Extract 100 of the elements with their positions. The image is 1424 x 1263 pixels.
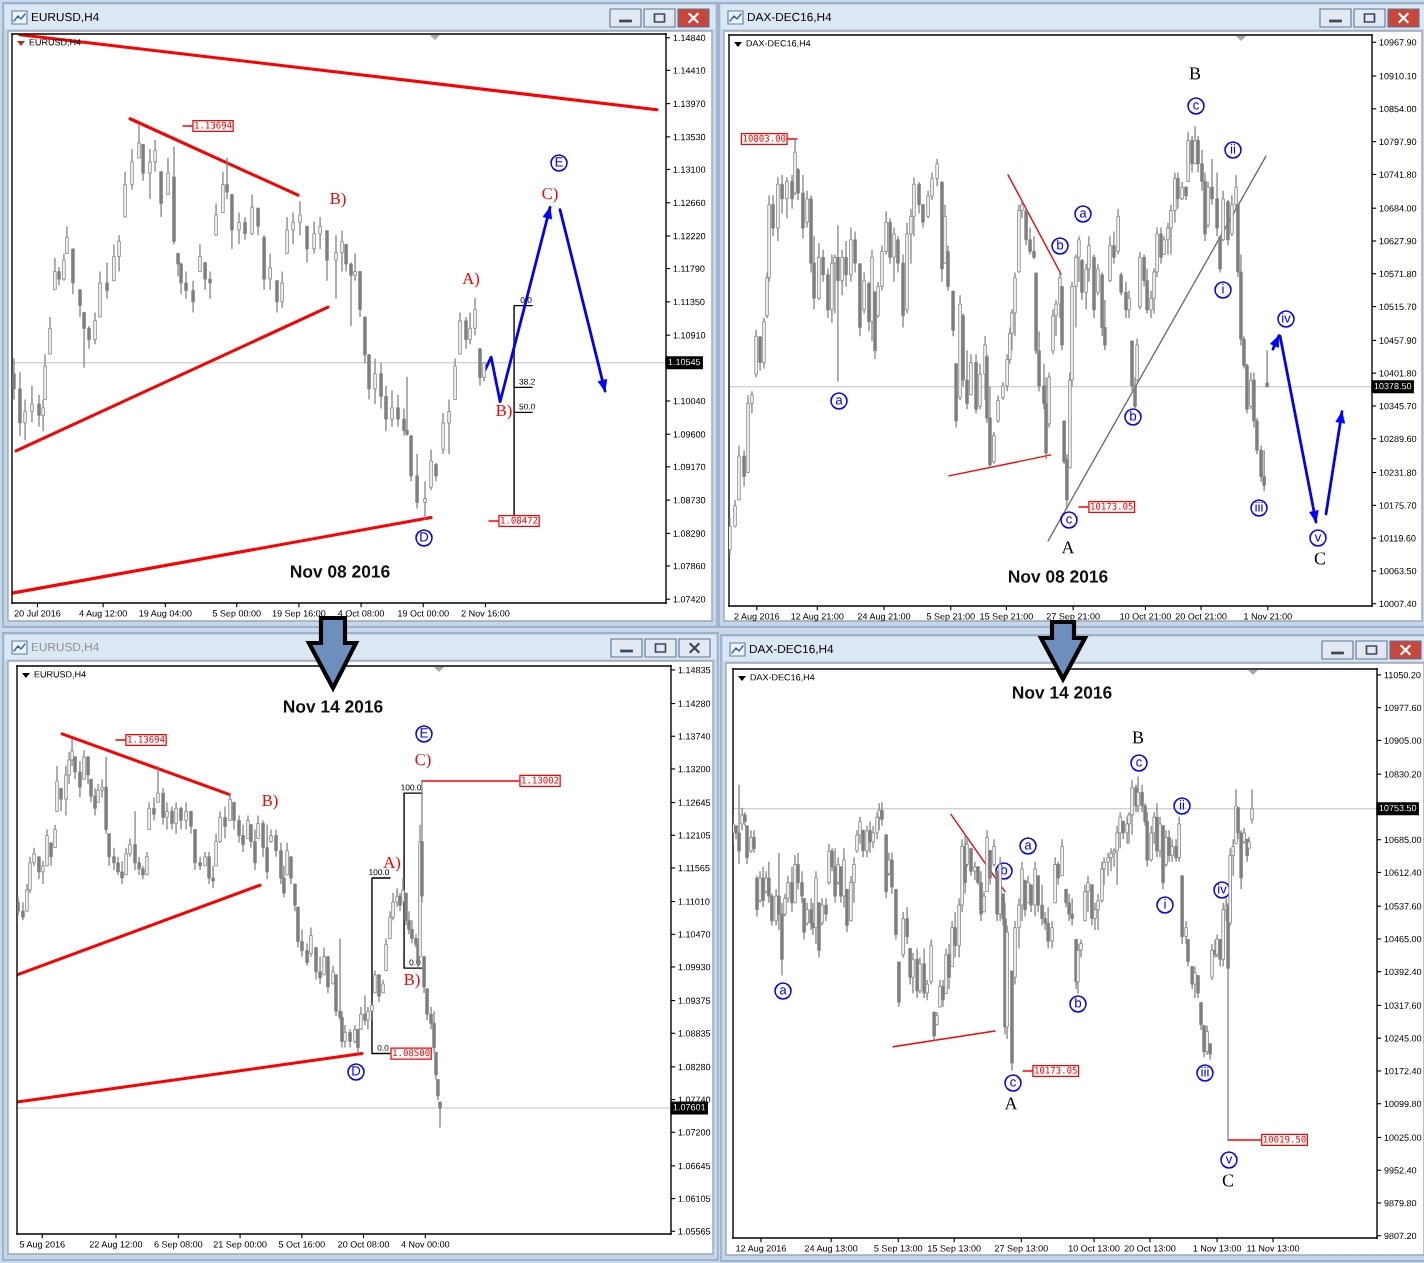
x-tick-label: 11 Nov 13:00: [1247, 1245, 1300, 1252]
x-tick-label: 5 Sep 13:00: [874, 1245, 923, 1254]
x-tick-label: 12 Aug 21:00: [791, 613, 844, 622]
candlestick: [318, 216, 322, 250]
y-tick-label: 1.08730: [673, 497, 706, 504]
candlestick: [268, 252, 272, 291]
x-tick-label: 4 Nov 00:00: [401, 1241, 450, 1248]
y-tick-label: 10245.00: [1384, 1035, 1422, 1042]
candlestick: [373, 357, 377, 405]
y-tick-label: 10099.80: [1384, 1100, 1422, 1108]
candlestick: [1070, 897, 1074, 927]
candlestick: [396, 394, 400, 428]
x-tick-label: 1 Nov 21:00: [1244, 613, 1292, 620]
y-tick-label: 1.10470: [678, 931, 711, 938]
x-tick-label: 10 Oct 21:00: [1120, 613, 1171, 620]
annotation: iv: [1218, 883, 1227, 894]
y-tick-label: 10119.60: [1379, 535, 1416, 542]
candlestick: [166, 157, 170, 196]
x-tick-label: 20 Jul 2016: [14, 609, 61, 617]
y-tick-label: 1.07420: [673, 596, 706, 603]
annotation: DAX-DEC16,H4: [746, 40, 811, 48]
y-tick-label: 11050.20: [1384, 671, 1421, 679]
ref-line-label: 10378.50: [1374, 382, 1412, 390]
annotation: 1.13694: [128, 735, 165, 743]
annotation: 1.08472: [501, 516, 538, 524]
y-tick-label: 10172.40: [1384, 1067, 1422, 1075]
annotation: b: [1001, 864, 1008, 875]
annotation: B: [1189, 67, 1201, 80]
annotation: A): [383, 856, 401, 872]
candlestick: [298, 200, 302, 236]
candlestick: [130, 148, 134, 191]
y-tick-label: 10910.10: [1379, 73, 1417, 80]
y-tick-label: 1.13530: [673, 133, 706, 141]
annotation: i: [1222, 283, 1224, 294]
y-tick-label: 1.11350: [673, 298, 705, 306]
annotation: c: [1193, 102, 1199, 110]
y-tick-label: 1.08280: [678, 1063, 711, 1071]
ref-line-label: 10753.50: [1379, 804, 1417, 812]
candlestick: [30, 385, 34, 423]
y-tick-label: 1.05565: [678, 1228, 711, 1235]
annotation: 0.0: [377, 1044, 389, 1051]
x-tick-label: 15 Sep 21:00: [980, 613, 1033, 622]
x-tick-label: 12 Aug 2016: [736, 1245, 786, 1254]
x-tick-label: 24 Aug 13:00: [804, 1245, 858, 1254]
y-tick-label: 10684.00: [1379, 205, 1417, 212]
candlestick: [1262, 449, 1266, 492]
y-tick-label: 10685.00: [1384, 836, 1422, 844]
y-tick-label: 1.10040: [673, 397, 706, 405]
candlestick: [752, 829, 756, 854]
y-tick-label: 1.09375: [678, 997, 711, 1004]
annotation: 10803.00: [743, 134, 786, 142]
candlestick: [1167, 829, 1171, 863]
y-tick-label: 10741.80: [1379, 171, 1417, 178]
annotation: Nov 14 2016: [1012, 686, 1112, 699]
y-tick-label: 10797.90: [1379, 138, 1417, 145]
y-tick-label: 9879.80: [1384, 1199, 1417, 1207]
annotation: Nov 08 2016: [1008, 570, 1108, 583]
y-tick-label: 1.06645: [678, 1162, 711, 1170]
annotation: 10173.05: [1091, 502, 1133, 510]
annotation: B): [496, 404, 512, 420]
candlestick: [1067, 893, 1071, 922]
annotation: 1.13694: [195, 121, 232, 129]
candlestick: [237, 211, 241, 245]
annotation: Nov 08 2016: [290, 565, 390, 578]
x-tick-label: 5 Sep 21:00: [926, 613, 975, 622]
annotation: D: [420, 532, 429, 542]
y-tick-label: 1.11790: [673, 265, 705, 272]
y-tick-label: 1.09170: [673, 463, 706, 471]
y-tick-label: 10465.00: [1384, 935, 1422, 943]
y-tick-label: 10007.40: [1379, 600, 1417, 608]
y-tick-label: 10612.40: [1384, 869, 1422, 876]
candlestick: [1250, 788, 1254, 825]
candlestick: [1193, 965, 1197, 999]
x-tick-label: 5 Sep 00:00: [212, 610, 261, 619]
x-tick-label: 21 Sep 00:00: [213, 1241, 267, 1250]
annotation: ii: [1230, 143, 1236, 154]
annotation: 38.2: [519, 378, 535, 385]
y-tick-label: 1.09600: [673, 431, 706, 438]
candlestick: [53, 257, 57, 291]
annotation: 1.08500: [393, 1049, 430, 1057]
y-tick-label: 10457.90: [1379, 337, 1417, 344]
candlestick: [836, 224, 840, 383]
x-tick-label: 5 Oct 16:00: [278, 1241, 325, 1248]
candlestick: [911, 952, 915, 995]
y-tick-label: 1.11565: [678, 864, 710, 872]
annotation: a: [779, 987, 787, 995]
candlestick: [464, 316, 468, 350]
annotation: A): [462, 272, 480, 288]
candlestick: [256, 207, 260, 236]
annotation: c: [1010, 1079, 1016, 1087]
candlestick: [285, 216, 289, 255]
candlestick: [892, 226, 896, 283]
y-tick-label: 10967.90: [1379, 39, 1417, 46]
annotation: C: [1314, 552, 1326, 565]
y-tick-label: 10537.60: [1384, 903, 1422, 910]
candlestick: [1050, 920, 1054, 950]
y-tick-label: 10515.70: [1379, 303, 1417, 310]
annotation: c: [1136, 759, 1142, 767]
x-tick-label: 27 Sep 13:00: [994, 1245, 1048, 1254]
ref-line-label: 1.07601: [673, 1104, 706, 1111]
